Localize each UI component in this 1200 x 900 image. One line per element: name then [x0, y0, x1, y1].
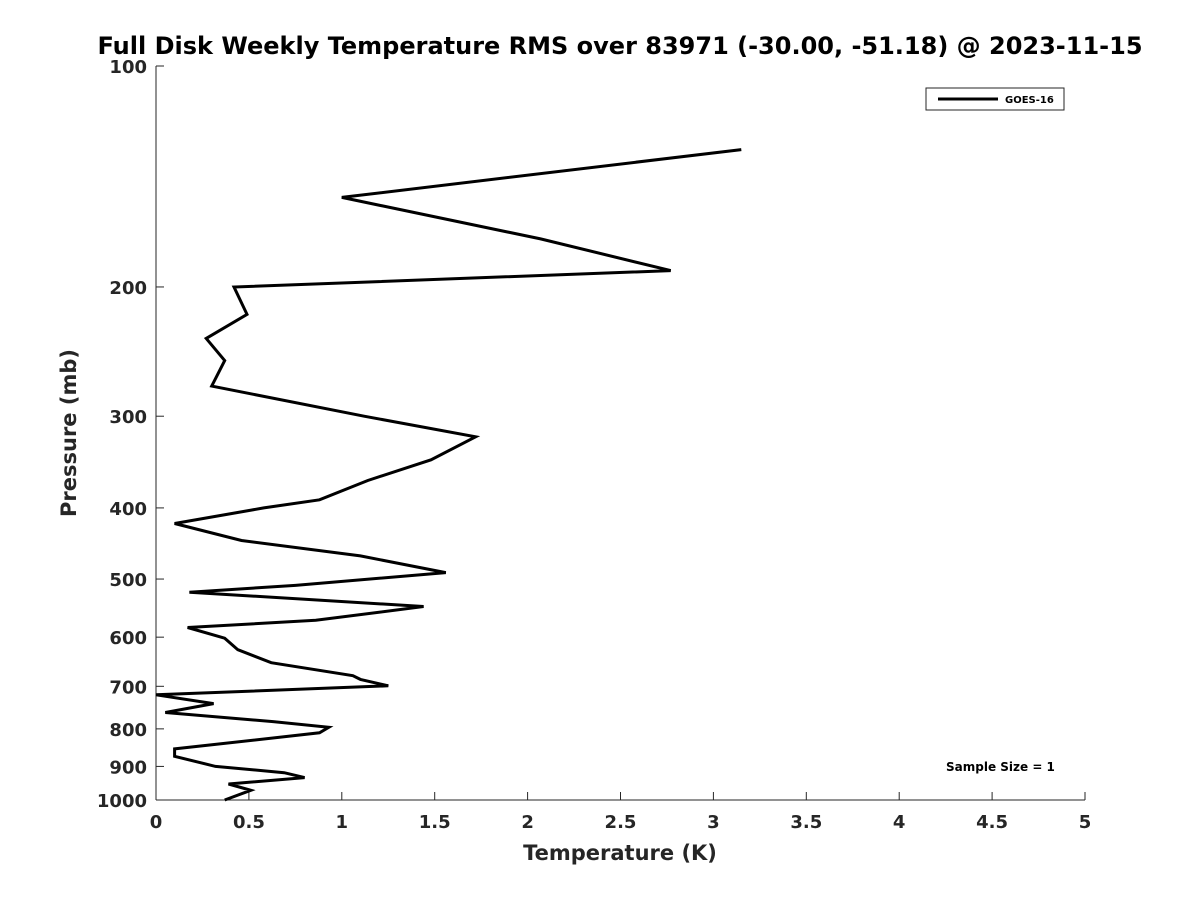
- y-tick-label: 100: [109, 57, 147, 78]
- x-axis-ticks: 0 0.5 1 1.5 2 2.5 3 3.5 4 4.5 5: [150, 792, 1092, 833]
- x-tick-label: 4: [893, 812, 906, 833]
- y-tick-label: 200: [109, 278, 147, 299]
- x-tick-label: 1.5: [419, 812, 451, 833]
- x-tick-label: 5: [1079, 812, 1092, 833]
- y-tick-label: 500: [109, 570, 147, 591]
- y-tick-label: 800: [109, 720, 147, 741]
- y-tick-label: 700: [109, 677, 147, 698]
- x-tick-label: 2: [521, 812, 534, 833]
- x-tick-label: 1: [336, 812, 349, 833]
- y-axis-label: Pressure (mb): [57, 349, 81, 517]
- y-tick-label: 300: [109, 407, 147, 428]
- x-tick-label: 3.5: [790, 812, 822, 833]
- x-tick-label: 3: [707, 812, 720, 833]
- x-tick-label: 2.5: [605, 812, 637, 833]
- x-tick-label: 0.5: [233, 812, 265, 833]
- y-axis-ticks: 100 200 300 400 500 600 700 800 900 1000: [97, 57, 164, 812]
- x-axis-label: Temperature (K): [523, 841, 717, 865]
- series-line-goes-16: [155, 148, 742, 802]
- x-tick-label: 4.5: [976, 812, 1008, 833]
- y-tick-label: 1000: [97, 791, 147, 812]
- y-tick-label: 400: [109, 499, 147, 520]
- y-tick-label: 600: [109, 628, 147, 649]
- legend-label-goes-16: GOES-16: [1005, 95, 1054, 106]
- series-layer: [155, 148, 742, 802]
- y-tick-label: 900: [109, 757, 147, 778]
- x-tick-label: 0: [150, 812, 163, 833]
- sample-size-annotation: Sample Size = 1: [946, 760, 1055, 774]
- legend: GOES-16: [925, 87, 1065, 111]
- chart-title: Full Disk Weekly Temperature RMS over 83…: [97, 32, 1142, 60]
